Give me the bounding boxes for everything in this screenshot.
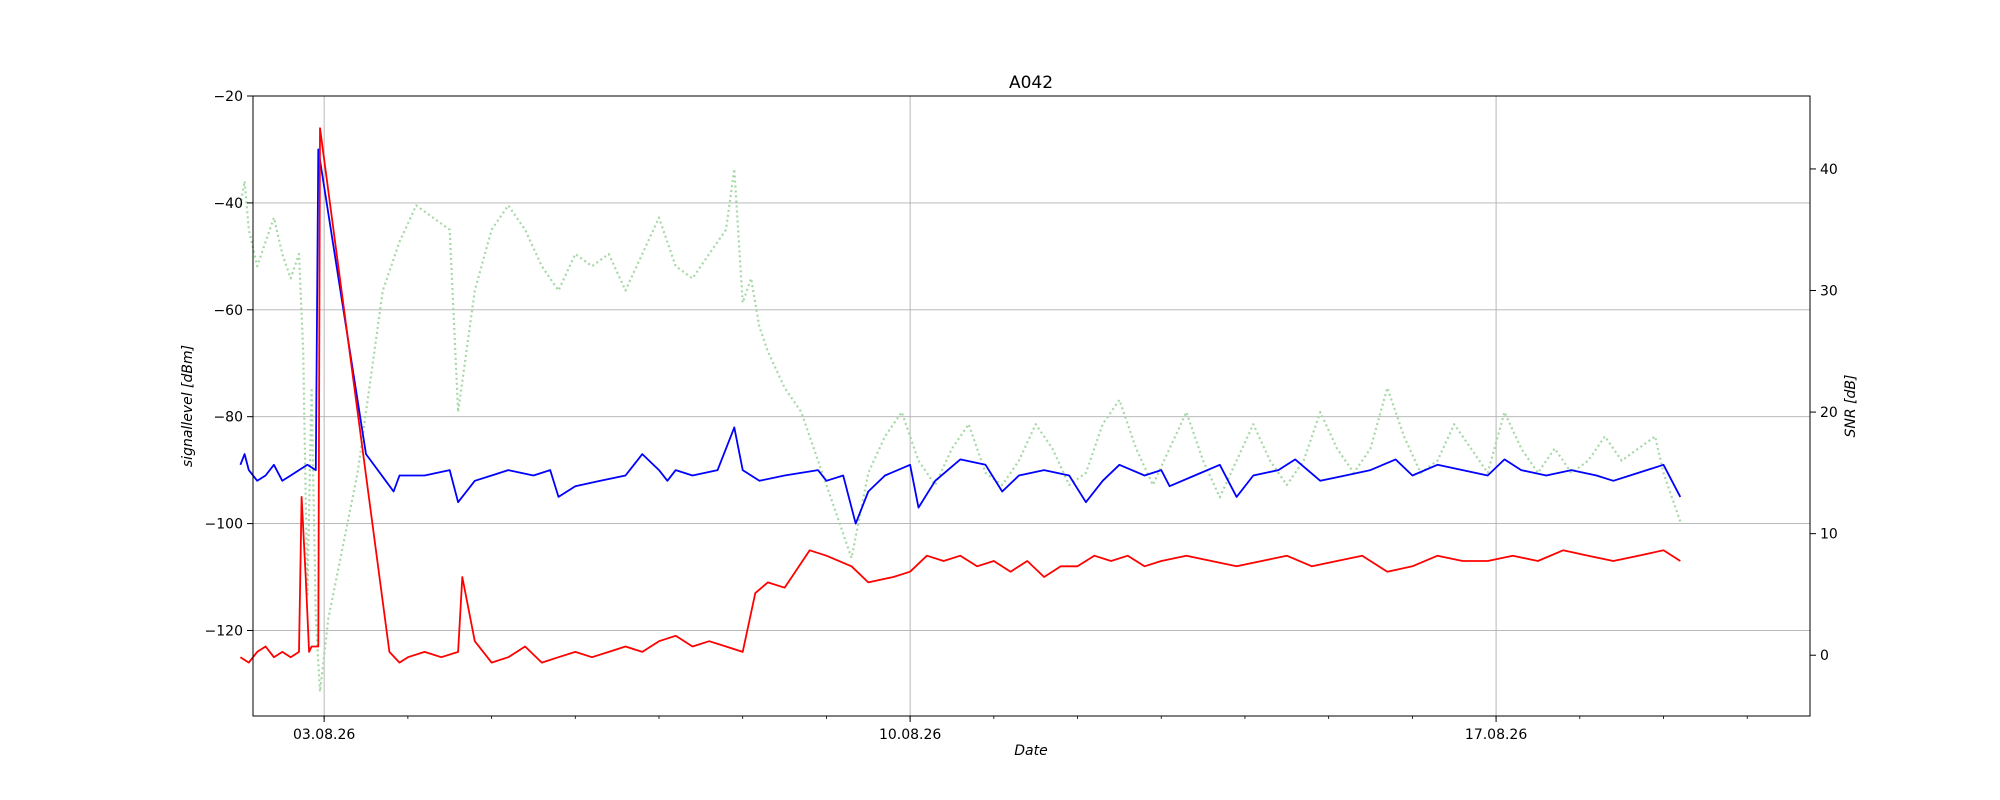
series-layer <box>239 127 1682 693</box>
chart-title: A042 <box>1009 73 1053 93</box>
x-tick-label: 03.08.26 <box>293 727 355 743</box>
series-line-red <box>239 127 1681 664</box>
y-left-tick-label: −80 <box>213 410 243 426</box>
ticks: −120 −100 −80 −60 −40 −20 0 10 20 30 40 03.08.26 10.… <box>205 89 1838 743</box>
y-right-tick-label: 30 <box>1820 284 1838 300</box>
y-right-tick-label: 10 <box>1820 527 1838 543</box>
y-left-tick-label: −20 <box>213 89 243 105</box>
x-tick-label: 17.08.26 <box>1465 727 1527 743</box>
y-axis-right-title: SNR [dB] <box>1843 375 1859 438</box>
x-tick-label: 10.08.26 <box>879 727 941 743</box>
plot-frame <box>252 95 1811 717</box>
y-left-tick-label: −100 <box>205 517 243 533</box>
y-left-tick-label: −60 <box>213 303 243 319</box>
y-axis-left-title: signallevel [dBm] <box>180 345 196 467</box>
y-left-tick-label: −120 <box>205 623 243 639</box>
x-axis-title: Date <box>1014 743 1047 759</box>
y-left-tick-label: −40 <box>213 196 243 212</box>
y-right-tick-label: 0 <box>1820 648 1829 664</box>
series-line-blue <box>239 148 1682 525</box>
y-right-tick-label: 20 <box>1820 405 1838 421</box>
y-right-tick-label: 40 <box>1820 162 1838 178</box>
